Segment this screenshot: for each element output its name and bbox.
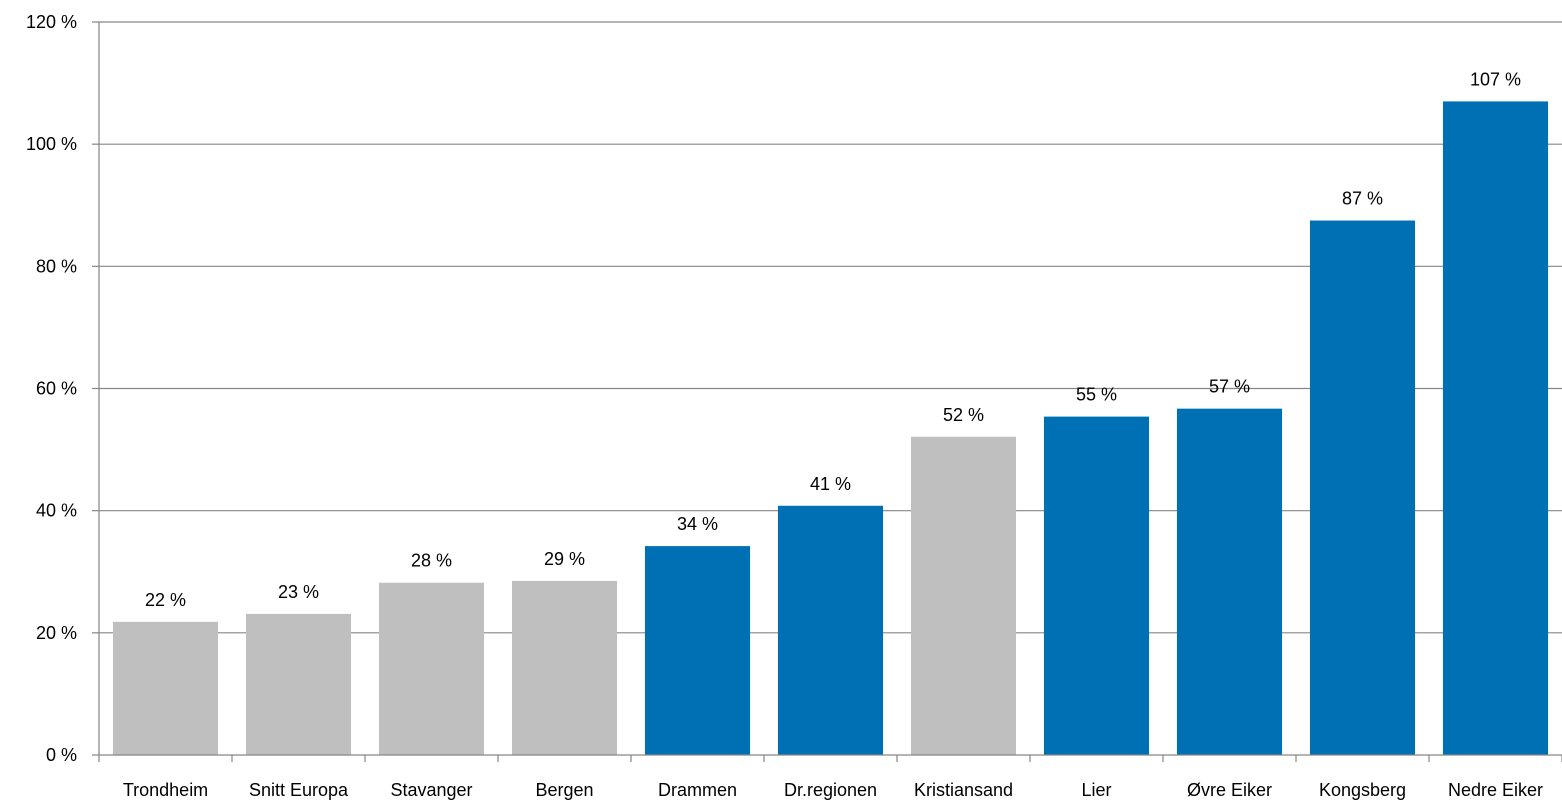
bar xyxy=(511,580,618,755)
bars xyxy=(112,101,1549,756)
x-category-label: Bergen xyxy=(535,780,593,800)
data-label: 57 % xyxy=(1209,377,1250,397)
x-category-label: Kongsberg xyxy=(1319,780,1406,800)
y-tick-label: 20 % xyxy=(36,623,77,643)
bar xyxy=(245,613,352,755)
data-label: 87 % xyxy=(1342,189,1383,209)
data-label: 41 % xyxy=(810,474,851,494)
x-category-label: Kristiansand xyxy=(914,780,1013,800)
bar xyxy=(644,546,751,755)
y-tick-label: 120 % xyxy=(26,12,77,32)
data-label: 107 % xyxy=(1470,69,1521,89)
x-category-label: Øvre Eiker xyxy=(1187,780,1272,800)
y-tick-label: 60 % xyxy=(36,379,77,399)
bar xyxy=(112,621,219,755)
data-label: 23 % xyxy=(278,582,319,602)
x-category-label: Snitt Europa xyxy=(249,780,349,800)
data-label: 28 % xyxy=(411,551,452,571)
y-tick-label: 100 % xyxy=(26,134,77,154)
x-category-label: Drammen xyxy=(658,780,737,800)
y-tick-label: 40 % xyxy=(36,501,77,521)
x-category-label: Stavanger xyxy=(390,780,472,800)
y-tick-label: 80 % xyxy=(36,256,77,276)
data-label: 34 % xyxy=(677,514,718,534)
bar xyxy=(1309,220,1416,756)
data-label: 22 % xyxy=(145,590,186,610)
data-label: 29 % xyxy=(544,549,585,569)
x-category-label: Nedre Eiker xyxy=(1448,780,1543,800)
data-label: 55 % xyxy=(1076,385,1117,405)
y-tick-label: 0 % xyxy=(46,745,77,765)
data-label: 52 % xyxy=(943,405,984,425)
bar xyxy=(1176,408,1283,755)
axes xyxy=(92,21,1562,762)
x-category-label: Dr.regionen xyxy=(784,780,877,800)
bar xyxy=(777,505,884,755)
bar xyxy=(910,436,1017,755)
bar xyxy=(378,582,485,755)
x-category-label: Trondheim xyxy=(123,780,208,800)
x-category-label: Lier xyxy=(1081,780,1111,800)
labels: 0 % 20 % 40 % 60 % 80 % 100 % 120 % 22 % Trondhe… xyxy=(26,12,1543,800)
bar xyxy=(1442,101,1549,756)
bar xyxy=(1043,416,1150,755)
